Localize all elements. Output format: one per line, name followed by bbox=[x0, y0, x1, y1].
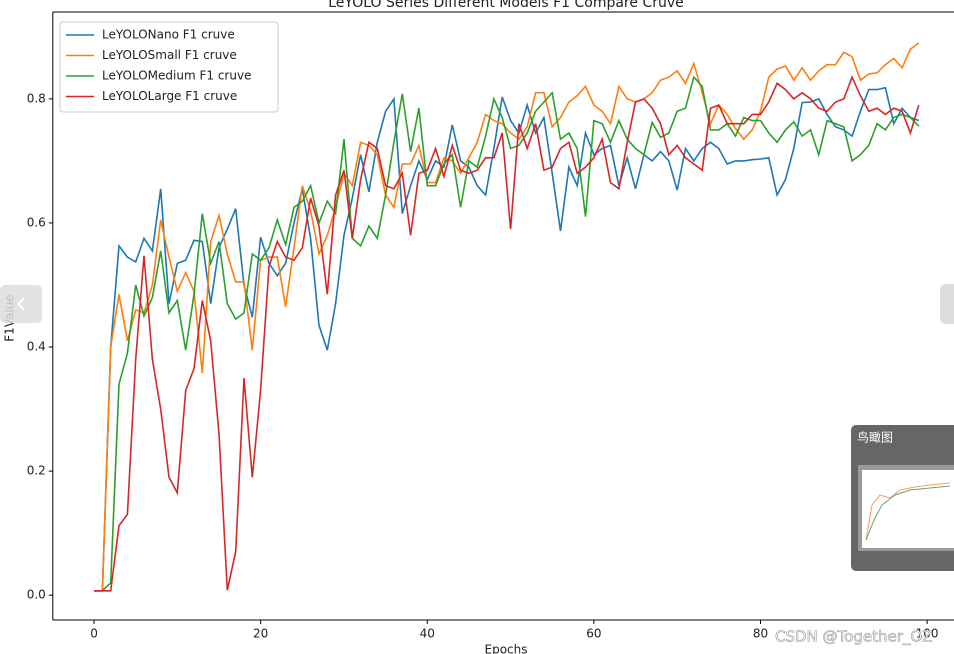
y-tick-label: 0.2 bbox=[27, 464, 46, 478]
legend bbox=[59, 21, 279, 113]
y-tick-label: 0.8 bbox=[27, 91, 46, 105]
x-tick-label: 80 bbox=[753, 627, 768, 641]
legend-label: LeYOLONano F1 cruve bbox=[102, 28, 235, 42]
x-tick-label: 60 bbox=[586, 627, 601, 641]
y-tick-label: 0.4 bbox=[27, 340, 46, 354]
overview-title: 鸟瞰图 bbox=[857, 430, 893, 445]
overview-thumb-line bbox=[865, 482, 951, 541]
y-tick-label: 0.0 bbox=[27, 588, 46, 602]
legend-label: LeYOLOMedium F1 cruve bbox=[102, 69, 251, 83]
x-tick-label: 0 bbox=[90, 627, 98, 641]
y-tick-label: 0.6 bbox=[27, 215, 46, 229]
legend-label: LeYOLOSmall F1 cruve bbox=[102, 48, 237, 62]
overview-thumb-line bbox=[865, 485, 951, 541]
x-tick-label: 100 bbox=[916, 627, 939, 641]
next-button[interactable] bbox=[940, 284, 954, 324]
watermark: CSDN @Together_OZ bbox=[775, 628, 932, 647]
chart-title: LeYOLO Series Different Models F1 Compar… bbox=[328, 0, 684, 11]
prev-button[interactable] bbox=[0, 285, 42, 323]
x-tick-label: 20 bbox=[253, 627, 268, 641]
x-tick-label: 40 bbox=[420, 627, 435, 641]
series-line bbox=[94, 75, 920, 592]
overview-thumbnail bbox=[862, 470, 954, 548]
series-line bbox=[94, 75, 920, 592]
series-line bbox=[94, 42, 920, 592]
x-axis-label: Epochs bbox=[485, 643, 528, 654]
series-line bbox=[94, 86, 920, 592]
plot-area: 0.0 0.2 0.4 0.6 0.8 0 20 40 60 80 100 bbox=[27, 11, 954, 641]
legend-label: LeYOLOLarge F1 cruve bbox=[102, 89, 237, 103]
prev-arrow bbox=[17, 297, 25, 311]
legend-items: LeYOLONano F1 cruve LeYOLOSmall F1 cruve L… bbox=[66, 28, 251, 103]
